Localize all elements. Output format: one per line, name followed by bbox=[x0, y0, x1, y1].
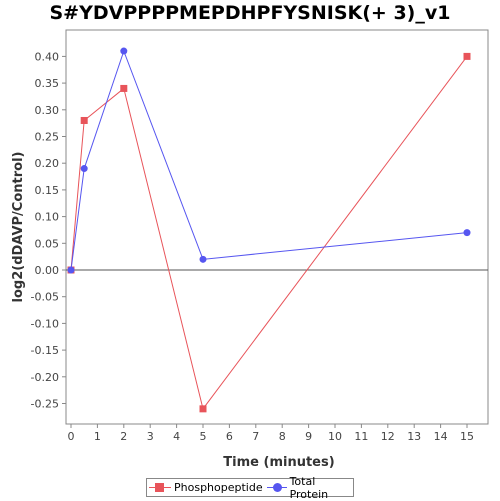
x-tick-label: 10 bbox=[328, 430, 342, 443]
legend-item-total-protein: Total Protein bbox=[266, 474, 351, 501]
data-point-phosphopeptide bbox=[80, 116, 88, 124]
x-tick-label: 0 bbox=[68, 430, 75, 443]
y-tick-label: 0.30 bbox=[35, 104, 60, 117]
x-tick-label: 2 bbox=[120, 430, 127, 443]
y-tick-label: -0.25 bbox=[31, 398, 59, 411]
x-tick-label: 5 bbox=[200, 430, 207, 443]
x-tick-label: 11 bbox=[354, 430, 368, 443]
data-point-phosphopeptide bbox=[199, 405, 207, 413]
y-tick-label: -0.10 bbox=[31, 317, 59, 330]
legend-swatch-total-protein bbox=[266, 482, 287, 493]
data-point-total-protein bbox=[199, 255, 207, 263]
x-tick-label: 4 bbox=[173, 430, 180, 443]
y-tick-label: 0.10 bbox=[35, 211, 60, 224]
y-tick-label: 0.05 bbox=[35, 237, 60, 250]
x-tick-label: 6 bbox=[226, 430, 233, 443]
x-tick-label: 8 bbox=[279, 430, 286, 443]
y-tick-label: 0.00 bbox=[35, 264, 60, 277]
x-tick-label: 1 bbox=[94, 430, 101, 443]
x-tick-label: 12 bbox=[381, 430, 395, 443]
data-point-phosphopeptide bbox=[120, 84, 128, 92]
y-tick-label: 0.40 bbox=[35, 50, 60, 63]
y-tick-label: 0.20 bbox=[35, 157, 60, 170]
x-tick-label: 14 bbox=[434, 430, 448, 443]
y-tick-label: 0.35 bbox=[35, 77, 60, 90]
data-point-phosphopeptide bbox=[463, 52, 471, 60]
legend-label-total-protein: Total Protein bbox=[289, 474, 329, 501]
x-tick-label: 15 bbox=[460, 430, 474, 443]
legend-swatch-phosphopeptide bbox=[149, 482, 171, 493]
y-tick-label: -0.20 bbox=[31, 371, 59, 384]
x-tick-label: 3 bbox=[147, 430, 154, 443]
data-point-total-protein bbox=[120, 47, 128, 55]
y-tick-label: -0.05 bbox=[31, 291, 59, 304]
chart-title: S#YDVPPPPMEPDHPFYSNISK(+ 3)_v1 bbox=[49, 2, 451, 24]
x-tick-label: 9 bbox=[305, 430, 312, 443]
y-tick-label: -0.15 bbox=[31, 344, 59, 357]
x-axis-title: Time (minutes) bbox=[223, 455, 334, 470]
data-point-total-protein bbox=[67, 266, 75, 274]
legend: Phosphopeptide Total Protein bbox=[146, 475, 354, 501]
y-tick-label: 0.25 bbox=[35, 131, 60, 144]
y-axis-title: log2(dDAVP/Control) bbox=[11, 152, 26, 303]
y-tick-label: 0.15 bbox=[35, 184, 60, 197]
plot-area bbox=[65, 29, 489, 425]
data-point-total-protein bbox=[463, 229, 471, 237]
data-point-total-protein bbox=[80, 165, 88, 173]
x-tick-label: 7 bbox=[252, 430, 259, 443]
legend-item-phosphopeptide: Phosphopeptide bbox=[149, 481, 263, 494]
x-tick-label: 13 bbox=[407, 430, 421, 443]
legend-label-phosphopeptide: Phosphopeptide bbox=[174, 481, 263, 494]
